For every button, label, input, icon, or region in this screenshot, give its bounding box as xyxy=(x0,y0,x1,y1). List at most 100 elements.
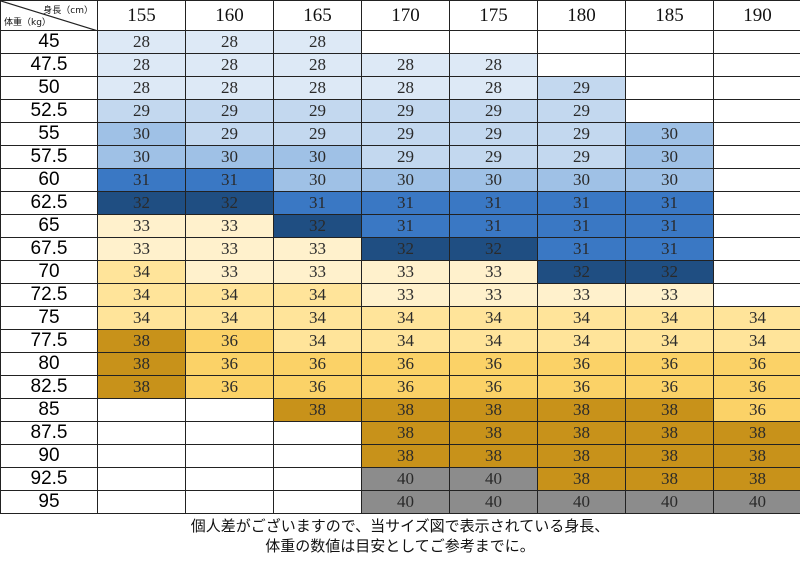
size-cell xyxy=(626,31,714,54)
size-cell: 30 xyxy=(626,169,714,192)
size-cell: 29 xyxy=(362,123,450,146)
size-cell: 32 xyxy=(538,261,626,284)
size-cell: 34 xyxy=(98,307,186,330)
weight-header: 90 xyxy=(1,445,98,468)
size-cell: 40 xyxy=(362,468,450,491)
size-cell: 38 xyxy=(714,422,800,445)
size-cell: 31 xyxy=(362,192,450,215)
size-cell: 30 xyxy=(538,169,626,192)
size-cell: 34 xyxy=(450,307,538,330)
size-cell xyxy=(626,77,714,100)
size-cell: 38 xyxy=(538,399,626,422)
size-cell xyxy=(538,31,626,54)
weight-header: 62.5 xyxy=(1,192,98,215)
weight-header: 92.5 xyxy=(1,468,98,491)
size-cell xyxy=(450,31,538,54)
size-cell: 38 xyxy=(98,353,186,376)
size-cell: 28 xyxy=(274,54,362,77)
size-cell: 33 xyxy=(98,215,186,238)
size-cell: 31 xyxy=(186,169,274,192)
size-cell xyxy=(98,468,186,491)
size-cell: 29 xyxy=(362,100,450,123)
size-cell xyxy=(274,491,362,514)
size-cell xyxy=(714,215,800,238)
size-cell: 38 xyxy=(626,399,714,422)
size-cell xyxy=(714,146,800,169)
size-cell: 34 xyxy=(98,261,186,284)
size-cell: 38 xyxy=(450,422,538,445)
size-cell: 38 xyxy=(450,445,538,468)
size-cell: 31 xyxy=(274,192,362,215)
size-cell: 38 xyxy=(626,422,714,445)
size-cell: 38 xyxy=(626,468,714,491)
size-cell: 33 xyxy=(362,284,450,307)
size-cell: 38 xyxy=(538,445,626,468)
size-cell: 34 xyxy=(98,284,186,307)
weight-header: 50 xyxy=(1,77,98,100)
size-cell: 28 xyxy=(186,54,274,77)
size-cell: 29 xyxy=(450,146,538,169)
size-cell: 30 xyxy=(626,146,714,169)
size-cell: 40 xyxy=(450,468,538,491)
size-cell: 40 xyxy=(714,491,800,514)
height-header-170: 170 xyxy=(362,1,450,31)
size-cell: 36 xyxy=(450,376,538,399)
size-cell: 33 xyxy=(186,238,274,261)
size-cell: 28 xyxy=(450,54,538,77)
size-cell: 32 xyxy=(450,238,538,261)
weight-header: 65 xyxy=(1,215,98,238)
size-cell: 36 xyxy=(538,376,626,399)
size-cell: 28 xyxy=(362,54,450,77)
size-cell xyxy=(714,192,800,215)
size-cell: 34 xyxy=(362,330,450,353)
weight-header: 85 xyxy=(1,399,98,422)
size-cell: 36 xyxy=(714,353,800,376)
size-cell: 38 xyxy=(98,376,186,399)
size-cell: 30 xyxy=(274,169,362,192)
size-cell: 28 xyxy=(186,77,274,100)
size-cell: 29 xyxy=(98,100,186,123)
size-cell: 34 xyxy=(626,330,714,353)
size-cell: 34 xyxy=(538,330,626,353)
size-cell: 29 xyxy=(186,123,274,146)
weight-axis-label: 体重（kg） xyxy=(4,15,51,28)
weight-header: 55 xyxy=(1,123,98,146)
size-cell: 31 xyxy=(538,215,626,238)
size-cell: 40 xyxy=(450,491,538,514)
size-cell: 33 xyxy=(274,261,362,284)
size-cell xyxy=(538,54,626,77)
size-cell: 34 xyxy=(362,307,450,330)
weight-header: 70 xyxy=(1,261,98,284)
size-cell: 40 xyxy=(538,491,626,514)
size-cell xyxy=(714,100,800,123)
height-header-190: 190 xyxy=(714,1,800,31)
size-cell: 30 xyxy=(362,169,450,192)
size-cell xyxy=(98,491,186,514)
weight-header: 72.5 xyxy=(1,284,98,307)
size-cell xyxy=(186,445,274,468)
size-cell: 38 xyxy=(362,399,450,422)
size-cell: 31 xyxy=(626,215,714,238)
weight-header: 47.5 xyxy=(1,54,98,77)
size-cell xyxy=(186,422,274,445)
size-cell: 34 xyxy=(186,284,274,307)
size-cell: 30 xyxy=(626,123,714,146)
size-cell xyxy=(274,468,362,491)
size-cell: 29 xyxy=(274,100,362,123)
weight-header: 87.5 xyxy=(1,422,98,445)
size-cell xyxy=(186,399,274,422)
size-cell: 33 xyxy=(362,261,450,284)
size-cell: 38 xyxy=(538,468,626,491)
size-cell: 28 xyxy=(362,77,450,100)
